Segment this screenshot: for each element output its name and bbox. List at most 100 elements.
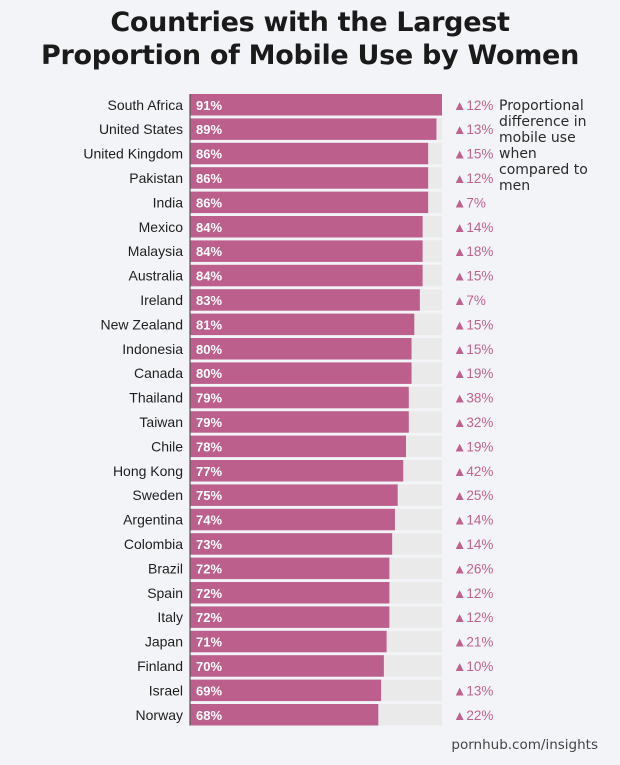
difference-label: ▲15% — [453, 269, 493, 284]
data-label: 70% — [196, 659, 222, 674]
difference-label: ▲15% — [453, 342, 493, 357]
difference-label: ▲12% — [453, 98, 493, 113]
bar — [190, 435, 406, 458]
bar — [190, 289, 420, 311]
difference-label: ▲25% — [453, 488, 493, 503]
data-label: 74% — [196, 513, 222, 528]
bar — [190, 264, 423, 287]
category-label: Malaysia — [128, 243, 183, 259]
bar — [190, 338, 412, 360]
category-label: New Zealand — [101, 316, 184, 332]
category-label: Hong Kong — [113, 463, 183, 479]
data-label: 91% — [196, 98, 222, 113]
data-label: 79% — [196, 415, 222, 430]
category-label: Japan — [145, 634, 183, 650]
bar — [190, 704, 379, 726]
category-label: Indonesia — [122, 341, 183, 357]
category-label: Mexico — [139, 219, 184, 235]
difference-label: ▲13% — [453, 683, 493, 698]
bar — [190, 582, 390, 604]
bar — [190, 386, 409, 409]
bar — [190, 94, 442, 116]
difference-label: ▲18% — [453, 244, 493, 259]
bar — [190, 118, 437, 140]
bar — [190, 630, 387, 653]
category-label: Brazil — [148, 560, 183, 576]
category-label: Norway — [136, 707, 183, 723]
data-label: 75% — [196, 488, 222, 503]
data-label: 72% — [196, 586, 222, 601]
category-label: United States — [99, 121, 183, 137]
difference-label: ▲14% — [453, 220, 493, 235]
bar — [190, 167, 429, 189]
difference-label: ▲38% — [453, 391, 493, 406]
category-label: Ireland — [140, 292, 183, 308]
difference-label: ▲14% — [453, 537, 493, 552]
data-label: 81% — [196, 317, 222, 332]
bar — [190, 557, 390, 580]
data-label: 84% — [196, 220, 222, 235]
data-label: 79% — [196, 391, 222, 406]
data-label: 80% — [196, 366, 222, 381]
data-label: 73% — [196, 537, 222, 552]
difference-label: ▲12% — [453, 610, 493, 625]
data-label: 83% — [196, 293, 222, 308]
bar — [190, 240, 423, 262]
bar — [190, 142, 429, 165]
bar — [190, 606, 390, 628]
difference-label: ▲12% — [453, 171, 493, 186]
difference-label: ▲21% — [453, 635, 493, 650]
difference-label: ▲42% — [453, 464, 493, 479]
data-label: 80% — [196, 342, 222, 357]
difference-legend-note: Proportional difference in mobile use wh… — [499, 98, 588, 194]
category-label: Sweden — [132, 487, 183, 503]
category-label: Colombia — [124, 536, 183, 552]
category-label: Italy — [157, 609, 183, 625]
data-label: 72% — [196, 610, 222, 625]
chart-title-line-2: Proportion of Mobile Use by Women — [40, 40, 579, 71]
bar — [190, 508, 395, 531]
chart-title: Countries with the Largest Proportion of… — [0, 6, 620, 72]
bar — [190, 313, 415, 336]
difference-label: ▲14% — [453, 513, 493, 528]
data-label: 86% — [196, 147, 222, 162]
chart-title-line-1: Countries with the Largest — [110, 7, 510, 38]
difference-label: ▲10% — [453, 659, 493, 674]
category-label: Pakistan — [129, 170, 183, 186]
data-label: 72% — [196, 561, 222, 576]
category-label: Argentina — [123, 512, 183, 528]
difference-label: ▲26% — [453, 561, 493, 576]
difference-label: ▲19% — [453, 366, 493, 381]
difference-label: ▲13% — [453, 122, 493, 137]
difference-label: ▲22% — [453, 708, 493, 723]
category-label: Thailand — [129, 390, 183, 406]
data-label: 71% — [196, 635, 222, 650]
difference-label: ▲7% — [453, 293, 486, 308]
data-label: 69% — [196, 683, 222, 698]
data-label: 86% — [196, 195, 222, 210]
data-label: 84% — [196, 269, 222, 284]
bar — [190, 533, 393, 555]
difference-label: ▲15% — [453, 317, 493, 332]
difference-label: ▲32% — [453, 415, 493, 430]
bar — [190, 191, 429, 214]
category-label: Canada — [134, 365, 183, 381]
source-credit: pornhub.com/insights — [451, 737, 598, 753]
difference-label: ▲12% — [453, 586, 493, 601]
category-label: India — [153, 194, 184, 210]
category-label: South Africa — [108, 97, 184, 113]
bar — [190, 411, 409, 433]
data-label: 84% — [196, 244, 222, 259]
bar — [190, 362, 412, 384]
category-label: Finland — [137, 658, 183, 674]
bar — [190, 460, 404, 482]
difference-label: ▲7% — [453, 195, 486, 210]
data-label: 78% — [196, 439, 222, 454]
difference-label: ▲19% — [453, 439, 493, 454]
data-label: 86% — [196, 171, 222, 186]
difference-label: ▲15% — [453, 147, 493, 162]
category-label: Taiwan — [139, 414, 183, 430]
bar — [190, 216, 423, 238]
category-label: Chile — [151, 438, 183, 454]
